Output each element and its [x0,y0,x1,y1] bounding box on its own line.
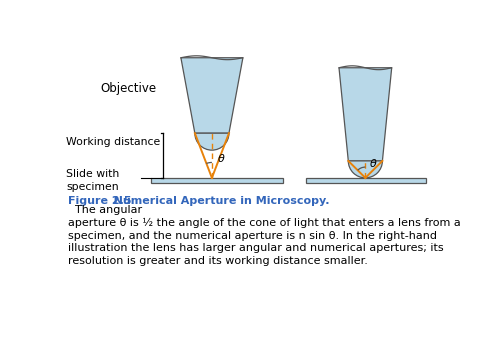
Text: Working distance: Working distance [66,137,160,148]
Text: Slide with
specimen: Slide with specimen [66,169,120,192]
Bar [306,178,426,183]
Text: Figure 2.5: Figure 2.5 [68,196,131,206]
Text: Numerical Aperture in Microscopy.: Numerical Aperture in Microscopy. [102,196,329,206]
Text: The angular
aperture θ is ½ the angle of the cone of light that enters a lens fr: The angular aperture θ is ½ the angle of… [68,205,460,266]
Polygon shape [181,58,243,133]
Text: $\theta$: $\theta$ [369,157,378,169]
Bar [152,178,283,183]
Wedge shape [195,133,229,150]
Text: Objective: Objective [100,82,156,95]
Polygon shape [339,68,392,161]
Text: $\theta$: $\theta$ [217,152,226,164]
Wedge shape [348,161,383,178]
